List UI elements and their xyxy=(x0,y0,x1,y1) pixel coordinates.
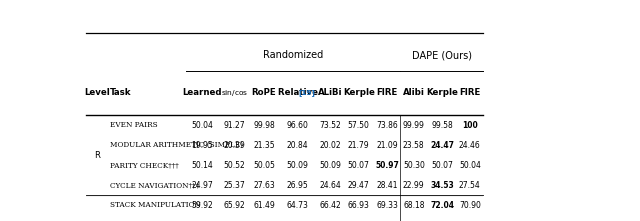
Text: 21.09: 21.09 xyxy=(376,141,398,150)
Text: $\sin/\cos$: $\sin/\cos$ xyxy=(221,88,248,98)
Text: Relative: Relative xyxy=(278,88,321,97)
Text: Task: Task xyxy=(110,88,131,97)
Text: 59.92: 59.92 xyxy=(191,201,213,210)
Text: 50.04: 50.04 xyxy=(459,161,481,170)
Text: 57.50: 57.50 xyxy=(348,120,370,130)
Text: 73.52: 73.52 xyxy=(319,120,341,130)
Text: 27.63: 27.63 xyxy=(253,181,275,190)
Text: 96.60: 96.60 xyxy=(286,120,308,130)
Text: 50.05: 50.05 xyxy=(253,161,275,170)
Text: 61.49: 61.49 xyxy=(253,201,275,210)
Text: 66.42: 66.42 xyxy=(319,201,341,210)
Text: 28.41: 28.41 xyxy=(376,181,398,190)
Text: 29.47: 29.47 xyxy=(348,181,370,190)
Text: Kerple: Kerple xyxy=(426,88,458,97)
Text: CYCLE NAVIGATION†††: CYCLE NAVIGATION††† xyxy=(110,181,199,189)
Text: 24.46: 24.46 xyxy=(459,141,481,150)
Text: 99.98: 99.98 xyxy=(253,120,275,130)
Text: Alibi: Alibi xyxy=(403,88,425,97)
Text: 26.95: 26.95 xyxy=(286,181,308,190)
Text: 25.37: 25.37 xyxy=(223,181,245,190)
Text: [19]: [19] xyxy=(298,90,315,96)
Text: Level: Level xyxy=(84,88,109,97)
Text: 50.04: 50.04 xyxy=(191,120,213,130)
Text: ALiBi: ALiBi xyxy=(318,88,343,97)
Text: 66.93: 66.93 xyxy=(348,201,370,210)
Text: 72.04: 72.04 xyxy=(430,201,454,210)
Text: 50.14: 50.14 xyxy=(191,161,213,170)
Text: 100: 100 xyxy=(462,120,477,130)
Text: 20.84: 20.84 xyxy=(287,141,308,150)
Text: 27.54: 27.54 xyxy=(459,181,481,190)
Text: 69.33: 69.33 xyxy=(376,201,398,210)
Text: 24.47: 24.47 xyxy=(430,141,454,150)
Text: Randomized: Randomized xyxy=(263,50,323,61)
Text: 73.86: 73.86 xyxy=(376,120,398,130)
Text: FIRE: FIRE xyxy=(460,88,481,97)
Text: 21.79: 21.79 xyxy=(348,141,369,150)
Text: 34.53: 34.53 xyxy=(430,181,454,190)
Text: STACK MANIPULATION: STACK MANIPULATION xyxy=(110,201,200,209)
Text: 50.09: 50.09 xyxy=(286,161,308,170)
Text: 50.07: 50.07 xyxy=(431,161,453,170)
Text: 20.02: 20.02 xyxy=(319,141,341,150)
Text: 70.90: 70.90 xyxy=(459,201,481,210)
Text: Learned: Learned xyxy=(182,88,222,97)
Text: 24.64: 24.64 xyxy=(319,181,341,190)
Text: 64.73: 64.73 xyxy=(286,201,308,210)
Text: PARITY CHECK†††: PARITY CHECK††† xyxy=(110,161,179,169)
Text: 91.27: 91.27 xyxy=(224,120,245,130)
Text: 65.92: 65.92 xyxy=(223,201,245,210)
Text: 19.95: 19.95 xyxy=(191,141,213,150)
Text: 23.58: 23.58 xyxy=(403,141,424,150)
Text: RoPE: RoPE xyxy=(252,88,276,97)
Text: 50.97: 50.97 xyxy=(375,161,399,170)
Text: DAPE (Ours): DAPE (Ours) xyxy=(412,50,472,61)
Text: 24.97: 24.97 xyxy=(191,181,213,190)
Text: 50.09: 50.09 xyxy=(319,161,341,170)
Text: MODULAR ARITHMETIC (SIMPLE): MODULAR ARITHMETIC (SIMPLE) xyxy=(110,141,243,149)
FancyBboxPatch shape xyxy=(86,195,483,221)
Text: 99.58: 99.58 xyxy=(431,120,453,130)
Text: 99.99: 99.99 xyxy=(403,120,425,130)
Text: Kerple: Kerple xyxy=(343,88,374,97)
Text: 50.30: 50.30 xyxy=(403,161,425,170)
Text: 68.18: 68.18 xyxy=(403,201,424,210)
Text: FIRE: FIRE xyxy=(376,88,397,97)
Text: 22.99: 22.99 xyxy=(403,181,424,190)
Text: 50.52: 50.52 xyxy=(223,161,245,170)
Text: R: R xyxy=(94,151,100,160)
Text: EVEN PAIRS: EVEN PAIRS xyxy=(110,121,157,129)
Text: 21.35: 21.35 xyxy=(253,141,275,150)
Text: 50.07: 50.07 xyxy=(348,161,370,170)
Text: 20.39: 20.39 xyxy=(223,141,245,150)
